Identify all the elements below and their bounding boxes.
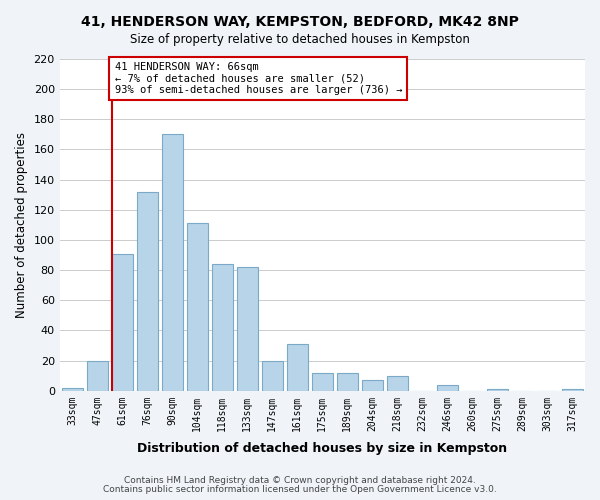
Bar [62,388,83,391]
Bar [86,360,108,391]
Bar [487,390,508,391]
Bar [362,380,383,391]
Bar [212,264,233,391]
Bar [437,384,458,391]
Text: 41, HENDERSON WAY, KEMPSTON, BEDFORD, MK42 8NP: 41, HENDERSON WAY, KEMPSTON, BEDFORD, MK… [81,15,519,29]
X-axis label: Distribution of detached houses by size in Kempston: Distribution of detached houses by size … [137,442,508,455]
Bar [112,254,133,391]
Bar [262,360,283,391]
Y-axis label: Number of detached properties: Number of detached properties [15,132,28,318]
Bar [187,224,208,391]
Bar [236,267,258,391]
Bar [312,372,333,391]
Bar [387,376,408,391]
Bar [137,192,158,391]
Text: Size of property relative to detached houses in Kempston: Size of property relative to detached ho… [130,32,470,46]
Bar [562,390,583,391]
Text: Contains HM Land Registry data © Crown copyright and database right 2024.: Contains HM Land Registry data © Crown c… [124,476,476,485]
Bar [287,344,308,391]
Text: 41 HENDERSON WAY: 66sqm
← 7% of detached houses are smaller (52)
93% of semi-det: 41 HENDERSON WAY: 66sqm ← 7% of detached… [115,62,402,95]
Bar [161,134,183,391]
Text: Contains public sector information licensed under the Open Government Licence v3: Contains public sector information licen… [103,485,497,494]
Bar [337,372,358,391]
